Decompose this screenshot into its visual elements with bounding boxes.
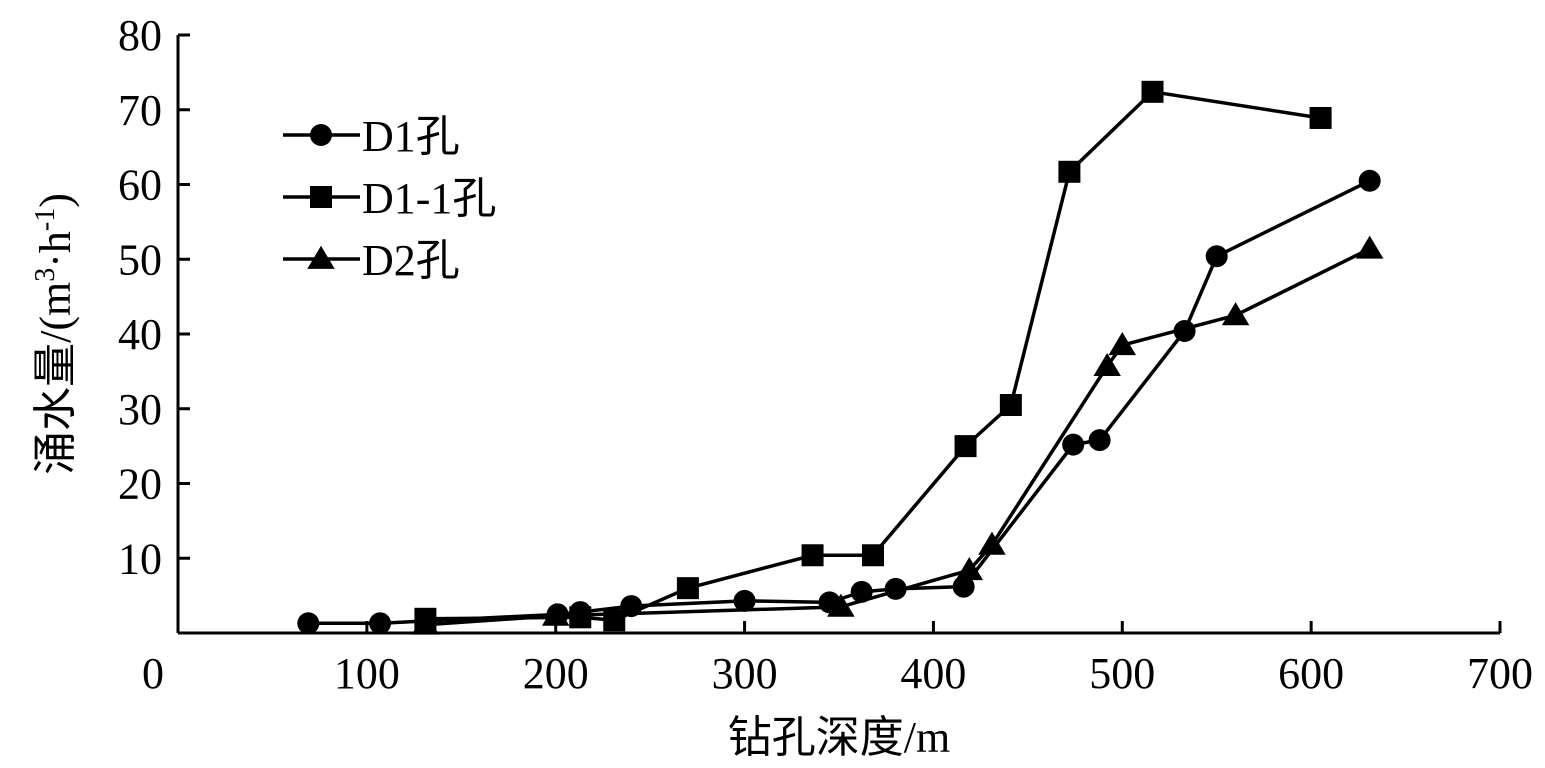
series-square — [414, 80, 1332, 632]
data-point-square — [861, 544, 884, 567]
series-group — [297, 80, 1384, 635]
x-axis-label: 钻孔深度/m — [728, 713, 950, 762]
data-point-triangle — [1093, 352, 1121, 377]
data-point-square — [954, 435, 977, 458]
series-line — [425, 247, 1371, 627]
y-axis-label: 涌水量/(m3·h-1) — [30, 193, 80, 475]
legend-label: D1孔 — [362, 112, 460, 161]
x-tick-label: 100 — [334, 649, 400, 698]
y-tick-label: 10 — [118, 534, 162, 583]
y-tick-label: 80 — [118, 11, 162, 60]
x-tick-label: 0 — [142, 649, 164, 698]
data-point-circle — [1205, 245, 1228, 268]
data-point-square — [1309, 106, 1332, 129]
y-tick-label: 40 — [118, 310, 162, 359]
series-circle — [297, 169, 1381, 635]
legend-label: D1-1孔 — [362, 174, 496, 223]
y-tick-label: 70 — [118, 86, 162, 135]
x-tick-label: 700 — [1467, 649, 1533, 698]
data-point-square — [1141, 80, 1164, 103]
data-point-circle — [952, 575, 975, 598]
data-point-circle — [1358, 169, 1381, 192]
data-point-triangle — [541, 602, 570, 626]
data-point-circle — [733, 589, 756, 612]
data-point-triangle — [411, 611, 440, 635]
data-point-square — [310, 186, 332, 208]
data-point-square — [676, 577, 699, 600]
y-tick-label: 20 — [118, 460, 162, 509]
x-tick-label: 200 — [523, 649, 589, 698]
data-point-triangle — [978, 531, 1006, 555]
series-triangle — [411, 235, 1384, 635]
series-line — [425, 90, 1321, 623]
x-tick-label: 500 — [1089, 649, 1155, 698]
x-tick-label: 300 — [712, 649, 778, 698]
data-point-triangle — [827, 593, 855, 617]
legend-item: D2孔 — [283, 236, 460, 285]
data-point-circle — [369, 612, 392, 635]
x-tick-label: 400 — [900, 649, 966, 698]
data-point-circle — [297, 612, 320, 635]
data-point-square — [569, 606, 592, 629]
data-point-triangle — [307, 245, 335, 269]
data-point-circle — [310, 124, 332, 146]
data-point-triangle — [1108, 332, 1137, 356]
legend-item: D1-1孔 — [283, 174, 496, 223]
x-tick-label: 600 — [1278, 649, 1344, 698]
data-point-triangle — [1355, 235, 1384, 259]
legend: D1孔 D1-1孔 D2孔 — [283, 112, 496, 285]
legend-item: D1孔 — [283, 112, 460, 161]
axes: 0 100 200 300 400 500 600 700 10 20 30 40 50 60 70 80 — [118, 11, 1533, 698]
data-point-square — [801, 544, 824, 567]
data-point-circle — [1062, 433, 1085, 456]
y-tick-label: 30 — [118, 385, 162, 434]
data-point-square — [999, 394, 1022, 417]
data-point-square — [1058, 160, 1081, 183]
y-tick-label: 50 — [118, 235, 162, 284]
data-point-triangle — [1221, 302, 1250, 326]
y-tick-label: 60 — [118, 161, 162, 210]
data-point-circle — [1088, 429, 1111, 452]
data-point-circle — [850, 580, 873, 603]
legend-label: D2孔 — [362, 236, 460, 285]
data-point-triangle — [955, 557, 984, 581]
